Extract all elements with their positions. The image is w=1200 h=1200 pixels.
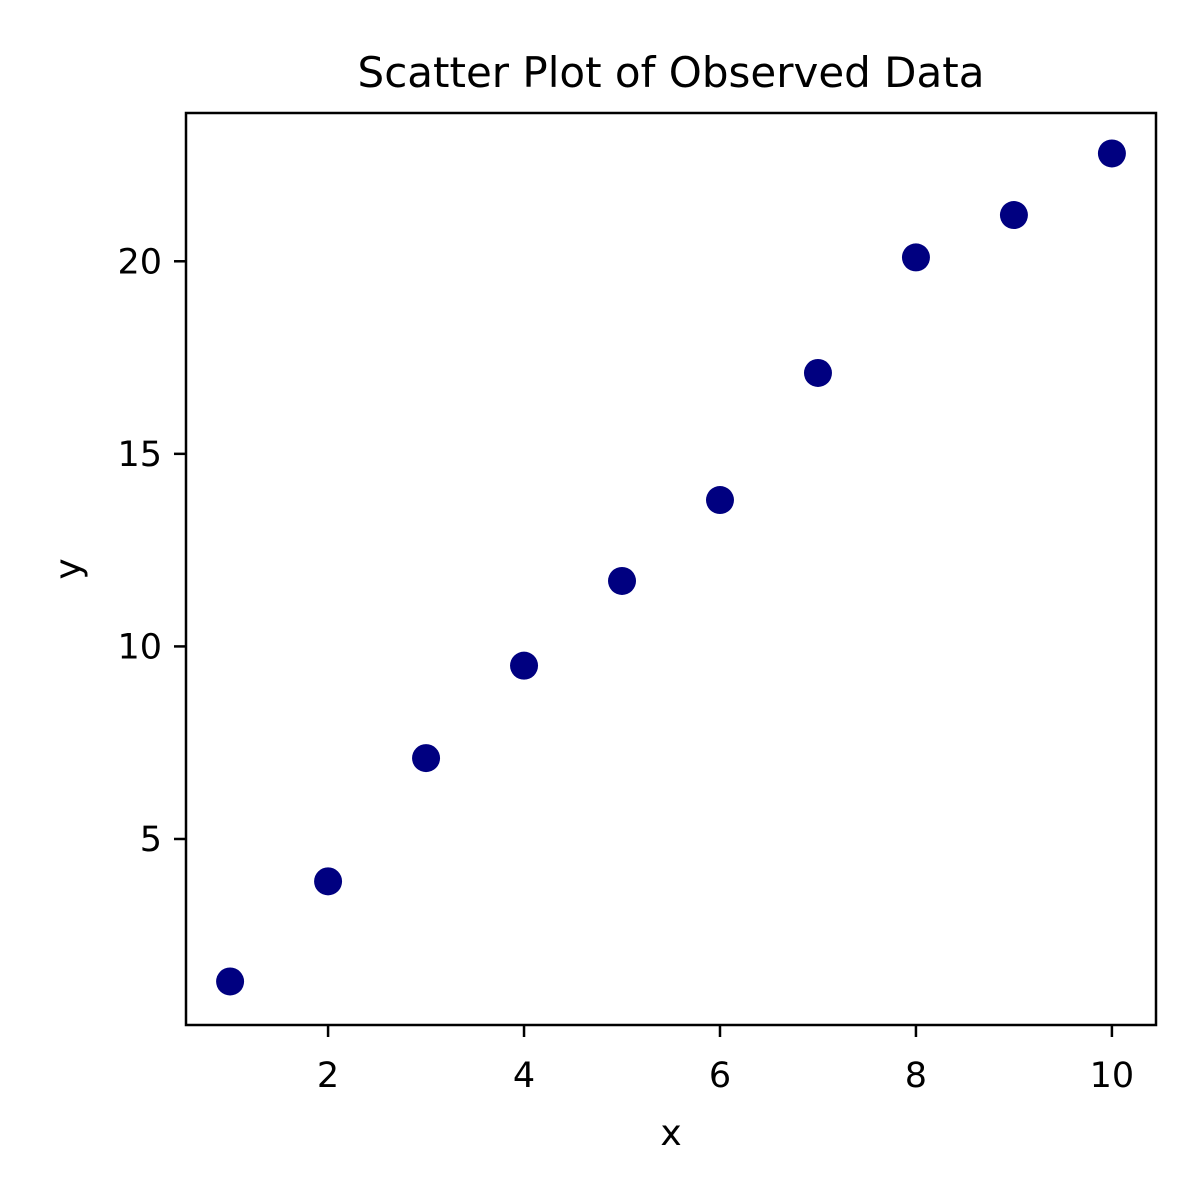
data-point xyxy=(216,967,245,996)
y-tick-label: 20 xyxy=(117,242,162,282)
y-tick-label: 5 xyxy=(140,820,162,860)
points-layer xyxy=(216,139,1126,996)
x-axis: 2 4 6 8 10 xyxy=(317,1025,1134,1096)
x-tick-label: 8 xyxy=(905,1056,927,1096)
y-axis: 5 10 15 20 xyxy=(117,242,186,860)
x-tick-label: 10 xyxy=(1090,1056,1135,1096)
data-point xyxy=(608,566,637,595)
data-point xyxy=(412,744,441,773)
plot-area xyxy=(184,111,1158,1027)
data-point xyxy=(999,201,1028,230)
data-point xyxy=(803,358,832,387)
data-point xyxy=(510,651,539,680)
chart-title: Scatter Plot of Observed Data xyxy=(358,48,985,97)
x-tick-label: 2 xyxy=(317,1056,339,1096)
y-axis-label: y xyxy=(48,558,89,579)
plot-frame xyxy=(184,111,1158,1027)
data-point xyxy=(705,486,734,515)
y-tick-label: 10 xyxy=(117,627,162,667)
data-point xyxy=(314,867,343,896)
data-point xyxy=(901,243,930,272)
x-tick-label: 4 xyxy=(513,1056,535,1096)
data-point xyxy=(1097,139,1126,168)
y-tick-label: 15 xyxy=(117,435,162,475)
x-axis-label: x xyxy=(660,1113,681,1154)
x-tick-label: 6 xyxy=(709,1056,731,1096)
